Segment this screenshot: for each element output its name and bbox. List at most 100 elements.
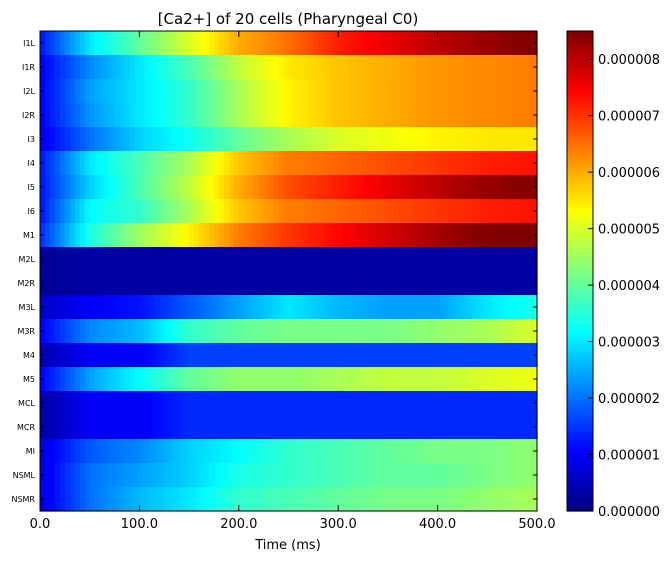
heatmap-cell [447,319,454,344]
heatmap-cell [218,343,225,368]
heatmap-cell [114,175,121,200]
heatmap-cell [248,199,255,224]
heatmap-cell [204,295,210,320]
heatmap-cell [372,343,379,368]
heatmap-cell [59,127,66,152]
heatmap-cell [258,79,265,104]
heatmap-cell [392,319,399,344]
heatmap-cell [228,79,235,104]
heatmap-cell [387,343,394,368]
heatmap-cell [174,127,180,152]
heatmap-cell [84,487,91,512]
heatmap-cell [507,439,513,464]
heatmap-cell [268,199,275,224]
heatmap-cell [69,463,76,488]
heatmap-cell [372,463,379,488]
heatmap-cell [522,127,528,152]
heatmap-cell [343,247,349,272]
heatmap-cell [293,55,300,80]
heatmap-cell [343,175,349,200]
heatmap-cell [363,463,369,488]
heatmap-cell [164,103,170,128]
heatmap-cell [348,199,354,224]
heatmap-cell [144,199,150,224]
heatmap-cell [432,271,439,296]
heatmap-cell [79,151,86,176]
heatmap-cell [368,103,374,128]
colorbar-segment [567,63,593,68]
heatmap-cell [368,391,374,416]
heatmap-cell [154,367,160,392]
heatmap-cell [59,55,66,80]
heatmap-cell [164,295,170,320]
heatmap-cell [402,487,409,512]
colorbar-segment [567,103,593,108]
heatmap-cell [432,31,439,56]
heatmap-cell [204,31,210,56]
colorbar-segment [567,263,593,268]
colorbar-segment [567,243,593,248]
heatmap-cell [59,439,66,464]
heatmap-cell [179,175,185,200]
heatmap-cell [278,391,285,416]
colorbar-segment [567,55,593,60]
heatmap-cell [129,439,136,464]
heatmap-cell [124,31,131,56]
heatmap-cell [159,463,165,488]
heatmap-cell [467,367,473,392]
heatmap-cell [482,415,488,440]
heatmap-cell [333,151,339,176]
heatmap-cell [54,439,61,464]
heatmap-cell [174,415,180,440]
heatmap-cell [313,439,319,464]
heatmap-cell [363,103,369,128]
heatmap-cell [397,31,404,56]
heatmap-cell [49,223,56,248]
heatmap-cell [179,295,185,320]
heatmap-cell [492,151,498,176]
heatmap-cell [159,127,165,152]
heatmap-cell [278,487,285,512]
heatmap-cell [213,103,220,128]
heatmap-cell [213,439,220,464]
heatmap-cell [243,415,250,440]
heatmap-cell [387,31,394,56]
heatmap-cell [422,151,429,176]
heatmap-cell [59,415,66,440]
heatmap-cell [472,415,478,440]
heatmap-cell [109,31,116,56]
heatmap-cell [353,55,359,80]
heatmap-cell [238,343,245,368]
heatmap-cell [119,79,126,104]
heatmap-cell [253,415,260,440]
heatmap-cell [189,367,195,392]
heatmap-cell [79,391,86,416]
heatmap-cell [199,247,205,272]
heatmap-cell [44,319,51,344]
heatmap-cell [462,151,469,176]
heatmap-cell [99,343,106,368]
heatmap-cell [477,415,483,440]
heatmap-cell [333,463,339,488]
colorbar-segment [567,191,593,196]
heatmap-cell [273,151,280,176]
heatmap-cell [412,415,419,440]
heatmap-cell [298,247,305,272]
heatmap-cell [74,103,81,128]
heatmap-cell [392,487,399,512]
heatmap-cell [293,79,300,104]
heatmap-cell [308,31,314,56]
heatmap-cell [69,343,76,368]
heatmap-cell [432,79,439,104]
heatmap-cell [323,487,329,512]
heatmap-cell [174,439,180,464]
heatmap-cell [507,343,513,368]
heatmap-cell [119,439,126,464]
heatmap-cell [79,199,86,224]
heatmap-cell [432,439,439,464]
heatmap-cell [149,343,155,368]
heatmap-cell [512,199,518,224]
heatmap-cell [104,295,111,320]
heatmap-cell [457,343,464,368]
heatmap-cell [527,271,533,296]
